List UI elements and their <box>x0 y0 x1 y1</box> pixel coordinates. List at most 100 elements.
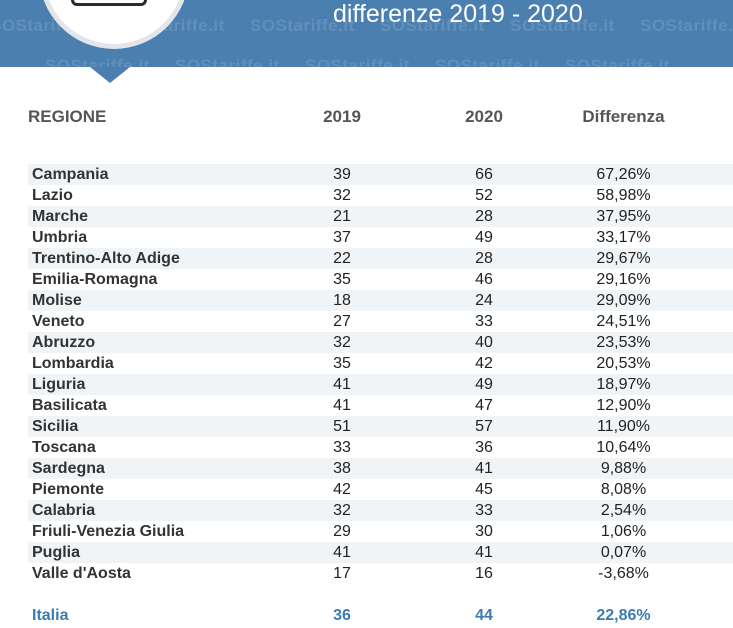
value-2019: 35 <box>333 271 351 288</box>
value-2020: 42 <box>475 355 493 372</box>
watermark: SOStariffe.it <box>380 16 485 35</box>
value-2020: 45 <box>475 481 493 498</box>
region-name: Abruzzo <box>32 334 96 351</box>
table-row: Veneto 27 33 24,51% <box>28 311 733 332</box>
value-difference: 24,51% <box>596 313 651 330</box>
value-difference: -3,68% <box>598 565 649 582</box>
value-difference: 37,95% <box>596 208 651 225</box>
value-2019: 41 <box>333 544 351 561</box>
value-2019: 32 <box>333 334 351 351</box>
value-2019: 21 <box>333 208 351 225</box>
value-2020: 46 <box>475 271 493 288</box>
region-name: Sicilia <box>32 418 79 435</box>
value-2020: 41 <box>475 544 493 561</box>
watermark: SOStariffe.it <box>250 16 355 35</box>
region-name: Marche <box>32 208 89 225</box>
column-header-differenza: Differenza <box>582 107 665 126</box>
watermark: SOStariffe.it <box>510 16 615 35</box>
value-difference: 33,17% <box>596 229 651 246</box>
table-row: Lombardia 35 42 20,53% <box>28 353 733 374</box>
watermark: SOStariffe.it <box>175 56 280 67</box>
value-2019: 35 <box>333 355 351 372</box>
region-name: Toscana <box>32 439 96 456</box>
watermark: SOStariffe.it <box>565 56 670 67</box>
table-row: Friuli-Venezia Giulia 29 30 1,06% <box>28 521 733 542</box>
table-row: Valle d'Aosta 17 16 -3,68% <box>28 563 733 584</box>
table-row: Sicilia 51 57 11,90% <box>28 416 733 437</box>
table-row: Emilia-Romagna 35 46 29,16% <box>28 269 733 290</box>
region-name: Basilicata <box>32 397 107 414</box>
value-2019: 27 <box>333 313 351 330</box>
table-row: Campania 39 66 67,26% <box>28 164 733 185</box>
value-2019: 32 <box>333 502 351 519</box>
value-2020: 28 <box>475 208 493 225</box>
table-row: Basilicata 41 47 12,90% <box>28 395 733 416</box>
value-2019: 33 <box>333 439 351 456</box>
value-2019: 32 <box>333 187 351 204</box>
value-2019: 17 <box>333 565 351 582</box>
total-2019: 36 <box>333 607 351 624</box>
value-difference: 29,67% <box>596 250 651 267</box>
table-row: Calabria 32 33 2,54% <box>28 500 733 521</box>
region-name: Molise <box>32 292 82 309</box>
table-row: Toscana 33 36 10,64% <box>28 437 733 458</box>
value-2020: 33 <box>475 313 493 330</box>
region-name: Sardegna <box>32 460 105 477</box>
total-row: Italia 36 44 22,86% <box>28 605 733 626</box>
value-difference: 11,90% <box>596 418 651 435</box>
column-header-region: REGIONE <box>28 107 107 126</box>
value-2020: 40 <box>475 334 493 351</box>
value-difference: 20,53% <box>596 355 651 372</box>
region-name: Lazio <box>32 187 73 204</box>
table-row: Abruzzo 32 40 23,53% <box>28 332 733 353</box>
value-difference: 18,97% <box>596 376 651 393</box>
value-2020: 49 <box>475 376 493 393</box>
value-2019: 39 <box>333 166 351 183</box>
value-difference: 67,26% <box>596 166 651 183</box>
region-name: Veneto <box>32 313 85 330</box>
value-difference: 0,07% <box>600 544 647 561</box>
table-row: Sardegna 38 41 9,88% <box>28 458 733 479</box>
data-table: Campania 39 66 67,26% Lazio 32 52 58,98%… <box>28 164 733 584</box>
value-difference: 12,90% <box>596 397 651 414</box>
region-name: Liguria <box>32 376 86 393</box>
region-name: Emilia-Romagna <box>32 271 158 288</box>
region-name: Umbria <box>32 229 88 246</box>
column-header-2020: 2020 <box>465 107 503 126</box>
region-name: Puglia <box>32 544 81 561</box>
region-name: Friuli-Venezia Giulia <box>32 523 185 540</box>
header-pointer <box>90 67 130 83</box>
total-label: Italia <box>32 607 69 624</box>
value-difference: 2,54% <box>600 502 647 519</box>
watermark: SOStariffe.it <box>640 16 733 35</box>
value-2020: 47 <box>475 397 493 414</box>
value-2020: 57 <box>475 418 493 435</box>
table-row: Piemonte 42 45 8,08% <box>28 479 733 500</box>
value-2020: 16 <box>475 565 493 582</box>
value-2019: 41 <box>333 376 351 393</box>
region-name: Campania <box>32 166 109 183</box>
region-name: Valle d'Aosta <box>32 565 131 582</box>
value-2020: 28 <box>475 250 493 267</box>
table-row: Lazio 32 52 58,98% <box>28 185 733 206</box>
value-difference: 58,98% <box>596 187 651 204</box>
value-difference: 29,16% <box>596 271 651 288</box>
value-2019: 29 <box>333 523 351 540</box>
value-2019: 38 <box>333 460 351 477</box>
region-name: Piemonte <box>32 481 105 498</box>
value-2019: 37 <box>333 229 351 246</box>
table-row: Liguria 41 49 18,97% <box>28 374 733 395</box>
total-2020: 44 <box>475 607 493 624</box>
value-difference: 10,64% <box>596 439 651 456</box>
value-2019: 22 <box>333 250 351 267</box>
table-row: Molise 18 24 29,09% <box>28 290 733 311</box>
value-2020: 66 <box>475 166 493 183</box>
table-row: Puglia 41 41 0,07% <box>28 542 733 563</box>
value-2019: 18 <box>333 292 351 309</box>
table-row: Marche 21 28 37,95% <box>28 206 733 227</box>
value-2020: 52 <box>475 187 493 204</box>
watermark: SOStariffe.it <box>45 56 150 67</box>
value-2019: 41 <box>333 397 351 414</box>
value-2020: 24 <box>475 292 493 309</box>
value-2020: 36 <box>475 439 493 456</box>
